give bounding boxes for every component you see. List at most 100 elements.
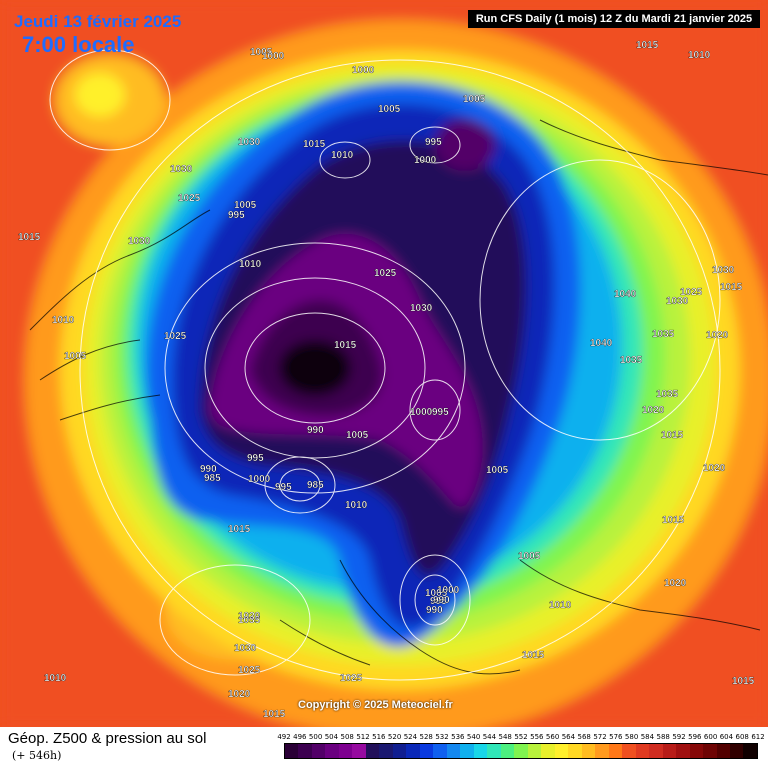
color-scale-tick-label: 532	[435, 733, 449, 741]
pressure-label: 1005	[378, 104, 401, 115]
color-scale-tick-label: 544	[482, 733, 497, 741]
color-scale-swatch	[487, 744, 501, 758]
pressure-label: 1030	[666, 296, 689, 307]
color-scale-swatch	[379, 744, 393, 758]
color-scale-swatch	[743, 744, 757, 758]
color-scale-tick-label: 536	[451, 733, 465, 741]
color-scale-tick-label: 604	[719, 733, 734, 741]
pressure-label: 1025	[238, 665, 261, 676]
pressure-label: 1010	[239, 259, 262, 270]
color-scale-tick-label: 552	[514, 733, 528, 741]
pressure-label: 1040	[590, 338, 613, 349]
map-variable-title: Géop. Z500 & pression au sol	[8, 730, 207, 747]
color-scale-tick-label: 568	[577, 733, 591, 741]
pressure-label: 1030	[128, 236, 151, 247]
color-scale-swatch	[311, 744, 326, 758]
pressure-label: 1035	[656, 389, 679, 400]
pressure-label: 1020	[706, 330, 729, 341]
pressure-label: 995	[432, 407, 449, 418]
color-scale-swatch	[352, 744, 366, 758]
pressure-label: 1005	[346, 430, 369, 441]
pressure-label: 1030	[170, 164, 193, 175]
color-scale-swatch	[635, 744, 650, 758]
pressure-label: 995	[247, 453, 264, 464]
pressure-label: 1015	[522, 650, 545, 661]
pressure-label: 1030	[238, 137, 261, 148]
pressure-label: 1010	[331, 150, 354, 161]
pressure-label: 995	[430, 596, 447, 607]
color-scale-swatch	[433, 744, 447, 758]
pressure-label: 1005	[463, 94, 486, 105]
pressure-label: 995	[425, 137, 442, 148]
pressure-label: 1015	[661, 430, 684, 441]
pressure-label: 990	[307, 425, 324, 436]
color-scale-tick-label: 548	[498, 733, 512, 741]
color-scale-tick-label: 576	[609, 733, 623, 741]
pressure-label: 1035	[620, 355, 643, 366]
pressure-label: 1010	[52, 315, 75, 326]
pressure-label: 1020	[642, 405, 665, 416]
pressure-label: 985	[204, 473, 221, 484]
pressure-label: 1000	[248, 474, 271, 485]
color-scale-swatch	[285, 744, 299, 758]
color-scale-swatch	[676, 744, 690, 758]
pressure-label: 1025	[164, 331, 187, 342]
pressure-label: 1000	[437, 585, 460, 596]
color-scale-swatch	[703, 744, 717, 758]
color-scale-tick-label: 540	[466, 733, 481, 741]
pressure-label: 1015	[334, 340, 357, 351]
pressure-label: 1000	[410, 407, 433, 418]
pressure-label: 1025	[374, 268, 397, 279]
pressure-label: 1020	[228, 689, 251, 700]
pressure-label: 1010	[549, 600, 572, 611]
color-scale-tick-label: 504	[324, 733, 339, 741]
color-scale-swatch	[581, 744, 596, 758]
color-scale-swatch	[729, 744, 744, 758]
pressure-label: 1010	[44, 673, 67, 684]
color-scale-swatch	[365, 744, 380, 758]
color-scale-tick-label: 516	[372, 733, 386, 741]
color-scale-swatch	[392, 744, 407, 758]
color-scale-swatch	[473, 744, 488, 758]
color-scale-swatch	[338, 744, 353, 758]
color-scale-tick-label: 508	[340, 733, 354, 741]
color-scale-swatch	[716, 744, 730, 758]
color-scale-tick-label: 608	[735, 733, 749, 741]
pressure-label: 1025	[178, 193, 201, 204]
pressure-label: 1015	[662, 515, 685, 526]
coastlines	[29, 119, 768, 675]
color-scale-tick-label: 520	[387, 733, 402, 741]
pressure-label: 1015	[263, 709, 286, 720]
color-scale-tick-label: 512	[356, 733, 370, 741]
pressure-label: 1010	[688, 50, 711, 61]
color-scale-tick-label: 580	[624, 733, 639, 741]
color-scale-swatch	[541, 744, 555, 758]
color-scale-swatch	[608, 744, 623, 758]
pressure-label: 990	[426, 605, 443, 616]
color-scale-swatch	[554, 744, 569, 758]
pressure-label: 1015	[303, 139, 326, 150]
pressure-label: 1000	[414, 155, 437, 166]
color-scale-swatch	[419, 744, 434, 758]
color-scale-tick-label: 560	[545, 733, 560, 741]
pressure-label: 1020	[238, 611, 261, 622]
pressure-label: 1015	[228, 524, 251, 535]
color-scale-tick-label: 572	[593, 733, 607, 741]
pressure-label: 1030	[410, 303, 433, 314]
pressure-label: 1035	[652, 329, 675, 340]
color-scale-swatch	[568, 744, 582, 758]
pressure-label: 1005	[486, 465, 509, 476]
pressure-label: 1005	[425, 588, 448, 599]
legend-footer: Géop. Z500 & pression au sol (+ 546h) 49…	[0, 727, 768, 768]
geopotential-map: 1005 1000 1015 1010 1000 1030 1005 1030 …	[0, 0, 768, 727]
color-scale-swatch	[595, 744, 609, 758]
pressure-label: 990	[433, 595, 450, 606]
color-scale-tick-label: 612	[751, 733, 765, 741]
pressure-label: 1025	[680, 287, 703, 298]
pressure-label: 995	[228, 210, 245, 221]
forecast-time-title: 7:00 locale	[22, 32, 135, 57]
forecast-date-title: Jeudi 13 février 2025	[14, 12, 182, 31]
pressure-label: 1020	[703, 463, 726, 474]
copyright-notice: Copyright © 2025 Meteociel.fr	[298, 699, 453, 711]
pressure-label: 1005	[518, 551, 541, 562]
